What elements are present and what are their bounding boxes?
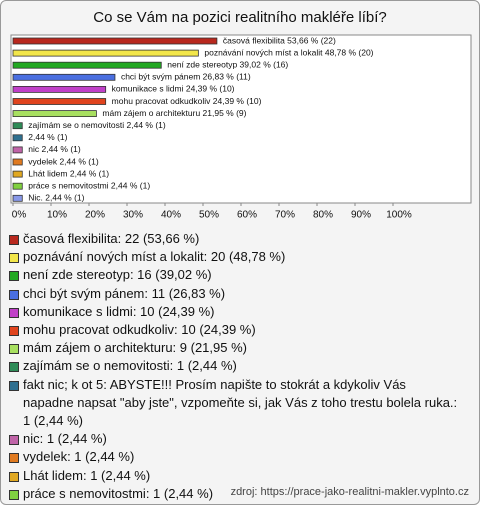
x-tick-label: 10% xyxy=(47,210,67,221)
bar-label: zajímám se o nemovitosti 2,44 % (1) xyxy=(28,120,166,130)
x-tick-label: 40% xyxy=(161,210,181,221)
legend-text: poznávání nových míst a lokalit: 20 (48,… xyxy=(23,249,286,265)
x-tick-label: 70% xyxy=(275,210,295,221)
bar-label: není zde stereotyp 39,02 % (16) xyxy=(167,59,288,69)
bar xyxy=(12,122,23,130)
legend-swatch xyxy=(9,435,19,446)
legend-item: práce s nemovitostmi: 1 (2,44 %) xyxy=(9,485,459,503)
legend-text: práce s nemovitostmi: 1 (2,44 %) xyxy=(23,485,214,501)
x-tick-label: 100% xyxy=(386,210,412,221)
legend-item: není zde stereotyp: 16 (39,02 %) xyxy=(9,266,459,284)
legend-swatch xyxy=(9,453,19,464)
x-tick-label: 90% xyxy=(351,210,371,221)
bar-label: komunikace s lidmi 24,39 % (10) xyxy=(112,84,235,94)
legend-text: nic: 1 (2,44 %) xyxy=(23,431,107,447)
legend-item: fakt nic; k ot 5: ABYSTE!!! Prosím napiš… xyxy=(9,376,459,431)
legend-text: mohu pracovat odkudkoliv: 10 (24,39 %) xyxy=(23,322,256,338)
bar xyxy=(12,86,107,93)
bar-label: nic 2,44 % (1) xyxy=(28,144,81,154)
bar xyxy=(12,110,97,117)
legend-item: Lhát lidem: 1 (2,44 %) xyxy=(9,467,459,485)
legend-text: chci být svým pánem: 11 (26,83 %) xyxy=(23,285,226,301)
legend-swatch xyxy=(9,235,19,245)
legend-swatch xyxy=(9,380,19,391)
legend-item: chci být svým pánem: 11 (26,83 %) xyxy=(9,285,459,303)
source: zdroj: https://prace-jako-realitni-makle… xyxy=(230,486,469,498)
chart: Co se Vám na pozici realitního makléře l… xyxy=(10,9,472,221)
legend-swatch xyxy=(9,271,19,282)
bar xyxy=(12,158,23,166)
x-tick-label: 0% xyxy=(12,210,27,221)
legend-item: nic: 1 (2,44 %) xyxy=(9,430,459,448)
bar-label: časová flexibilita 53,66 % (22) xyxy=(223,35,336,45)
chart-title: Co se Vám na pozici realitního makléře l… xyxy=(93,9,386,26)
bar-label: mám zájem o architekturu 21,95 % (9) xyxy=(102,108,246,118)
bar-label: Nic. 2,44 % (1) xyxy=(28,193,84,203)
legend-text: fakt nic; k ot 5: ABYSTE!!! Prosím napiš… xyxy=(23,376,458,429)
legend-swatch xyxy=(9,489,19,500)
legend-item: mohu pracovat odkudkoliv: 10 (24,39 %) xyxy=(9,321,459,339)
bar xyxy=(12,73,116,81)
bar-label: 2,44 % (1) xyxy=(28,132,67,142)
bar xyxy=(12,194,23,202)
legend-swatch xyxy=(9,253,19,264)
legend-item: časová flexibilita: 22 (53,66 %) xyxy=(9,230,459,248)
legend-swatch xyxy=(9,344,19,355)
bar xyxy=(12,170,23,178)
bar xyxy=(12,98,107,105)
bar xyxy=(12,37,218,45)
legend: časová flexibilita: 22 (53,66 %) poznáván… xyxy=(9,230,459,504)
bar-label: Lhát lidem 2,44 % (1) xyxy=(28,168,109,178)
legend-item: poznávání nových míst a lokalit: 20 (48,… xyxy=(9,248,459,266)
x-tick-label: 50% xyxy=(199,210,219,221)
legend-swatch xyxy=(9,289,19,300)
legend-text: není zde stereotyp: 16 (39,02 %) xyxy=(23,267,212,283)
x-tick-label: 30% xyxy=(123,210,143,221)
x-tick-label: 60% xyxy=(237,210,257,221)
legend-swatch xyxy=(9,326,19,337)
legend-text: komunikace s lidmi: 10 (24,39 %) xyxy=(23,303,215,319)
bar-label: chci být svým pánem 26,83 % (11) xyxy=(121,72,251,82)
x-tick-label: 80% xyxy=(313,210,333,221)
legend-text: vydelek: 1 (2,44 %) xyxy=(23,449,135,465)
bar xyxy=(12,146,23,154)
legend-item: komunikace s lidmi: 10 (24,39 %) xyxy=(9,303,459,321)
legend-text: časová flexibilita: 22 (53,66 %) xyxy=(23,231,200,246)
bar xyxy=(12,49,199,57)
legend-item: vydelek: 1 (2,44 %) xyxy=(9,448,459,466)
x-tick-label: 20% xyxy=(85,210,105,221)
bar-label: mohu pracovat odkudkoliv 24,39 % (10) xyxy=(112,96,262,106)
legend-text: Lhát lidem: 1 (2,44 %) xyxy=(23,467,151,483)
bar xyxy=(12,61,162,69)
bar-label: vydelek 2,44 % (1) xyxy=(28,156,99,166)
legend-swatch xyxy=(9,471,19,482)
bar xyxy=(12,134,23,142)
legend-swatch xyxy=(9,362,19,373)
bar-label: poznávání nových míst a lokalit 48,78 % … xyxy=(204,47,373,57)
legend-text: zajímám se o nemovitosti: 1 (2,44 %) xyxy=(23,358,237,374)
bar xyxy=(12,182,23,190)
legend-item: mám zájem o architekturu: 9 (21,95 %) xyxy=(9,339,459,357)
bar-label: práce s nemovitostmi 2,44 % (1) xyxy=(28,180,150,190)
legend-swatch xyxy=(9,307,19,318)
legend-text: mám zájem o architekturu: 9 (21,95 %) xyxy=(23,340,247,356)
legend-item: zajímám se o nemovitosti: 1 (2,44 %) xyxy=(9,357,459,375)
